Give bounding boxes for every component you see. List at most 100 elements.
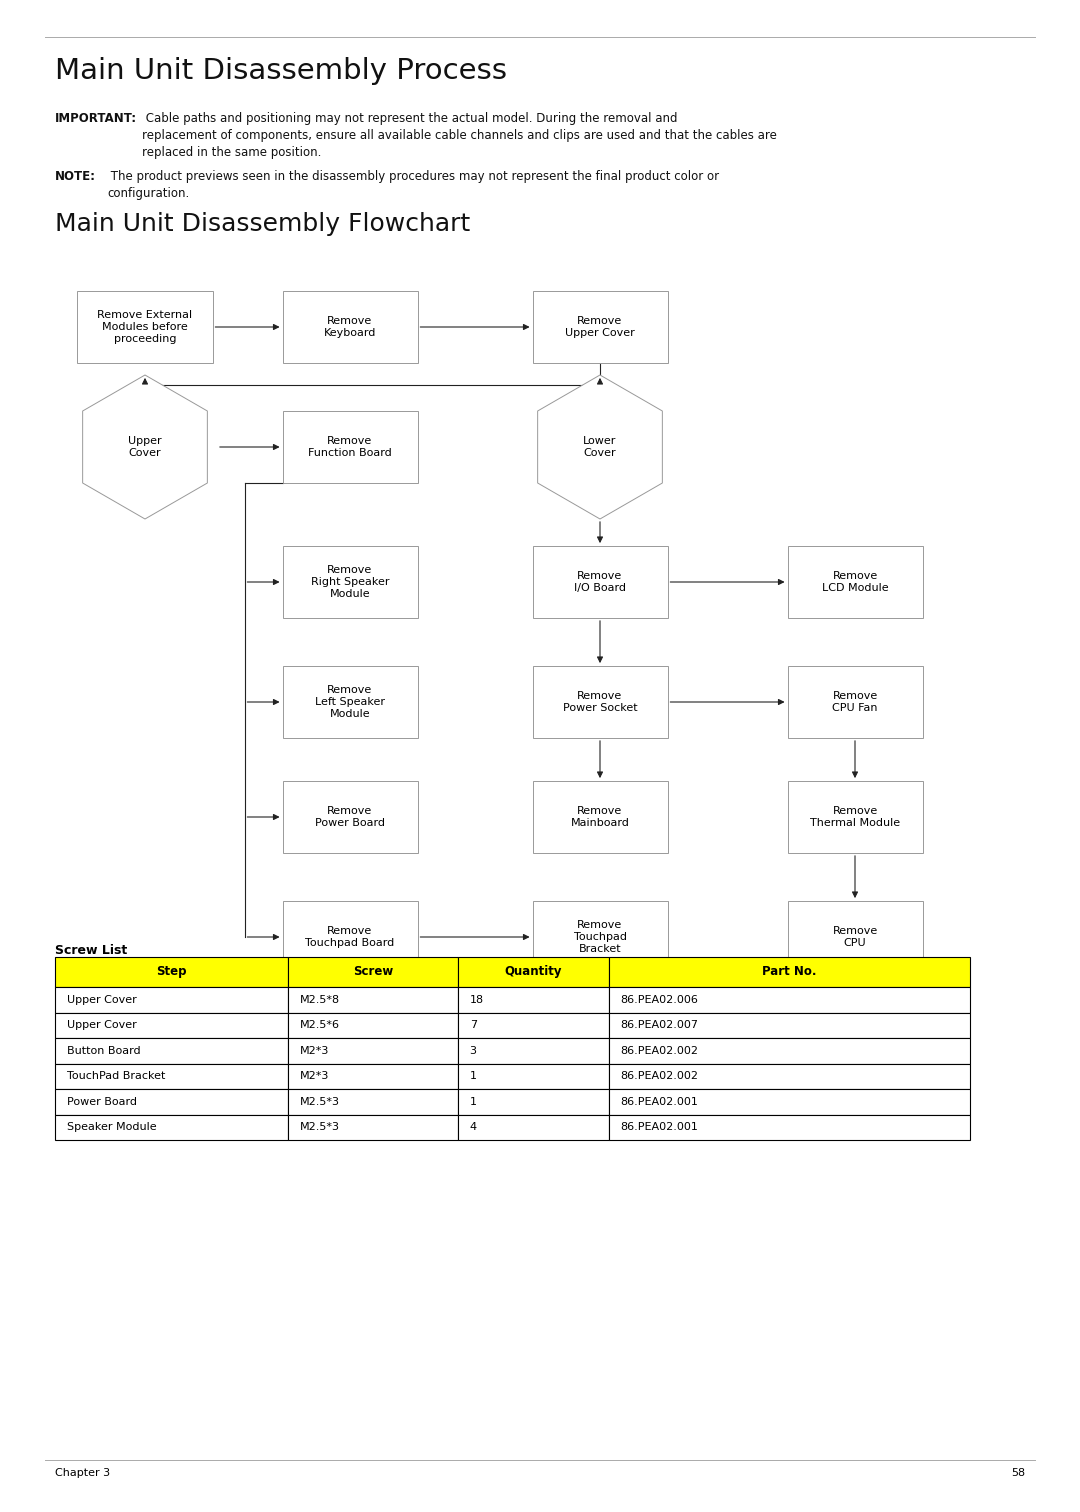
FancyBboxPatch shape — [288, 1013, 458, 1039]
Text: Remove
Touchpad
Bracket: Remove Touchpad Bracket — [573, 919, 626, 954]
Polygon shape — [83, 375, 207, 519]
Text: Remove
Mainboard: Remove Mainboard — [570, 806, 630, 829]
Text: 1: 1 — [470, 1070, 476, 1081]
Text: Lower
Cover: Lower Cover — [583, 435, 617, 458]
Text: Speaker Module: Speaker Module — [67, 1122, 157, 1132]
FancyBboxPatch shape — [608, 1114, 970, 1140]
FancyBboxPatch shape — [532, 901, 667, 974]
Text: 86.PEA02.002: 86.PEA02.002 — [621, 1070, 699, 1081]
FancyBboxPatch shape — [608, 1089, 970, 1114]
FancyBboxPatch shape — [283, 901, 418, 974]
FancyBboxPatch shape — [608, 1013, 970, 1039]
FancyBboxPatch shape — [458, 1089, 608, 1114]
Text: 7: 7 — [470, 1021, 476, 1030]
Text: Power Board: Power Board — [67, 1096, 137, 1107]
Text: Screw List: Screw List — [55, 943, 127, 957]
FancyBboxPatch shape — [458, 1013, 608, 1039]
Text: Main Unit Disassembly Flowchart: Main Unit Disassembly Flowchart — [55, 212, 470, 236]
FancyBboxPatch shape — [55, 987, 288, 1013]
Text: Remove
I/O Board: Remove I/O Board — [573, 572, 626, 593]
FancyBboxPatch shape — [55, 1039, 288, 1063]
Text: 4: 4 — [470, 1122, 476, 1132]
FancyBboxPatch shape — [532, 782, 667, 853]
Text: 86.PEA02.007: 86.PEA02.007 — [621, 1021, 699, 1030]
Text: Upper Cover: Upper Cover — [67, 1021, 137, 1030]
Text: M2*3: M2*3 — [300, 1046, 329, 1055]
Text: Screw: Screw — [353, 966, 393, 978]
FancyBboxPatch shape — [288, 1063, 458, 1089]
Polygon shape — [538, 375, 662, 519]
Text: 86.PEA02.002: 86.PEA02.002 — [621, 1046, 699, 1055]
FancyBboxPatch shape — [458, 957, 608, 987]
Text: Remove
CPU Fan: Remove CPU Fan — [833, 691, 878, 714]
FancyBboxPatch shape — [458, 1039, 608, 1063]
FancyBboxPatch shape — [458, 1063, 608, 1089]
Text: Button Board: Button Board — [67, 1046, 140, 1055]
Text: Remove External
Modules before
proceeding: Remove External Modules before proceedin… — [97, 310, 192, 345]
Text: Remove
Thermal Module: Remove Thermal Module — [810, 806, 900, 829]
Text: M2.5*8: M2.5*8 — [300, 995, 340, 1005]
Text: 86.PEA02.001: 86.PEA02.001 — [621, 1096, 699, 1107]
Text: Remove
Function Board: Remove Function Board — [308, 435, 392, 458]
Text: Remove
Power Socket: Remove Power Socket — [563, 691, 637, 714]
Text: Remove
Right Speaker
Module: Remove Right Speaker Module — [311, 564, 389, 599]
Text: 18: 18 — [470, 995, 484, 1005]
Text: Main Unit Disassembly Process: Main Unit Disassembly Process — [55, 57, 507, 85]
FancyBboxPatch shape — [55, 1013, 288, 1039]
Text: Step: Step — [157, 966, 187, 978]
FancyBboxPatch shape — [288, 1039, 458, 1063]
FancyBboxPatch shape — [55, 1089, 288, 1114]
Text: 86.PEA02.006: 86.PEA02.006 — [621, 995, 699, 1005]
Text: Part No.: Part No. — [762, 966, 816, 978]
Text: 86.PEA02.001: 86.PEA02.001 — [621, 1122, 699, 1132]
FancyBboxPatch shape — [288, 987, 458, 1013]
Text: Remove
Left Speaker
Module: Remove Left Speaker Module — [315, 685, 384, 720]
Text: The product previews seen in the disassembly procedures may not represent the fi: The product previews seen in the disasse… — [107, 169, 719, 200]
Text: TouchPad Bracket: TouchPad Bracket — [67, 1070, 165, 1081]
FancyBboxPatch shape — [288, 1114, 458, 1140]
FancyBboxPatch shape — [283, 546, 418, 618]
Text: M2.5*3: M2.5*3 — [300, 1122, 340, 1132]
FancyBboxPatch shape — [532, 665, 667, 738]
FancyBboxPatch shape — [532, 290, 667, 363]
FancyBboxPatch shape — [787, 665, 922, 738]
Text: Quantity: Quantity — [504, 966, 562, 978]
Text: Remove
LCD Module: Remove LCD Module — [822, 572, 889, 593]
Text: Cable paths and positioning may not represent the actual model. During the remov: Cable paths and positioning may not repr… — [141, 112, 777, 159]
Text: M2.5*3: M2.5*3 — [300, 1096, 340, 1107]
FancyBboxPatch shape — [283, 411, 418, 482]
FancyBboxPatch shape — [608, 957, 970, 987]
Text: Remove
CPU: Remove CPU — [833, 925, 878, 948]
FancyBboxPatch shape — [55, 1114, 288, 1140]
Text: Remove
Upper Cover: Remove Upper Cover — [565, 316, 635, 339]
FancyBboxPatch shape — [283, 782, 418, 853]
FancyBboxPatch shape — [608, 1039, 970, 1063]
FancyBboxPatch shape — [55, 1063, 288, 1089]
FancyBboxPatch shape — [787, 546, 922, 618]
Text: 58: 58 — [1011, 1468, 1025, 1479]
Text: NOTE:: NOTE: — [55, 169, 96, 183]
Text: 1: 1 — [470, 1096, 476, 1107]
Text: Remove
Touchpad Board: Remove Touchpad Board — [306, 925, 394, 948]
FancyBboxPatch shape — [55, 957, 288, 987]
Text: Remove
Keyboard: Remove Keyboard — [324, 316, 376, 339]
FancyBboxPatch shape — [608, 1063, 970, 1089]
Text: M2*3: M2*3 — [300, 1070, 329, 1081]
Text: 3: 3 — [470, 1046, 476, 1055]
FancyBboxPatch shape — [787, 782, 922, 853]
FancyBboxPatch shape — [78, 290, 213, 363]
FancyBboxPatch shape — [458, 987, 608, 1013]
FancyBboxPatch shape — [787, 901, 922, 974]
FancyBboxPatch shape — [283, 290, 418, 363]
FancyBboxPatch shape — [283, 665, 418, 738]
FancyBboxPatch shape — [532, 546, 667, 618]
FancyBboxPatch shape — [608, 987, 970, 1013]
Text: IMPORTANT:: IMPORTANT: — [55, 112, 137, 125]
FancyBboxPatch shape — [458, 1114, 608, 1140]
Text: M2.5*6: M2.5*6 — [300, 1021, 340, 1030]
Text: Upper Cover: Upper Cover — [67, 995, 137, 1005]
Text: Chapter 3: Chapter 3 — [55, 1468, 110, 1479]
FancyBboxPatch shape — [288, 1089, 458, 1114]
FancyBboxPatch shape — [288, 957, 458, 987]
Text: Remove
Power Board: Remove Power Board — [315, 806, 384, 829]
